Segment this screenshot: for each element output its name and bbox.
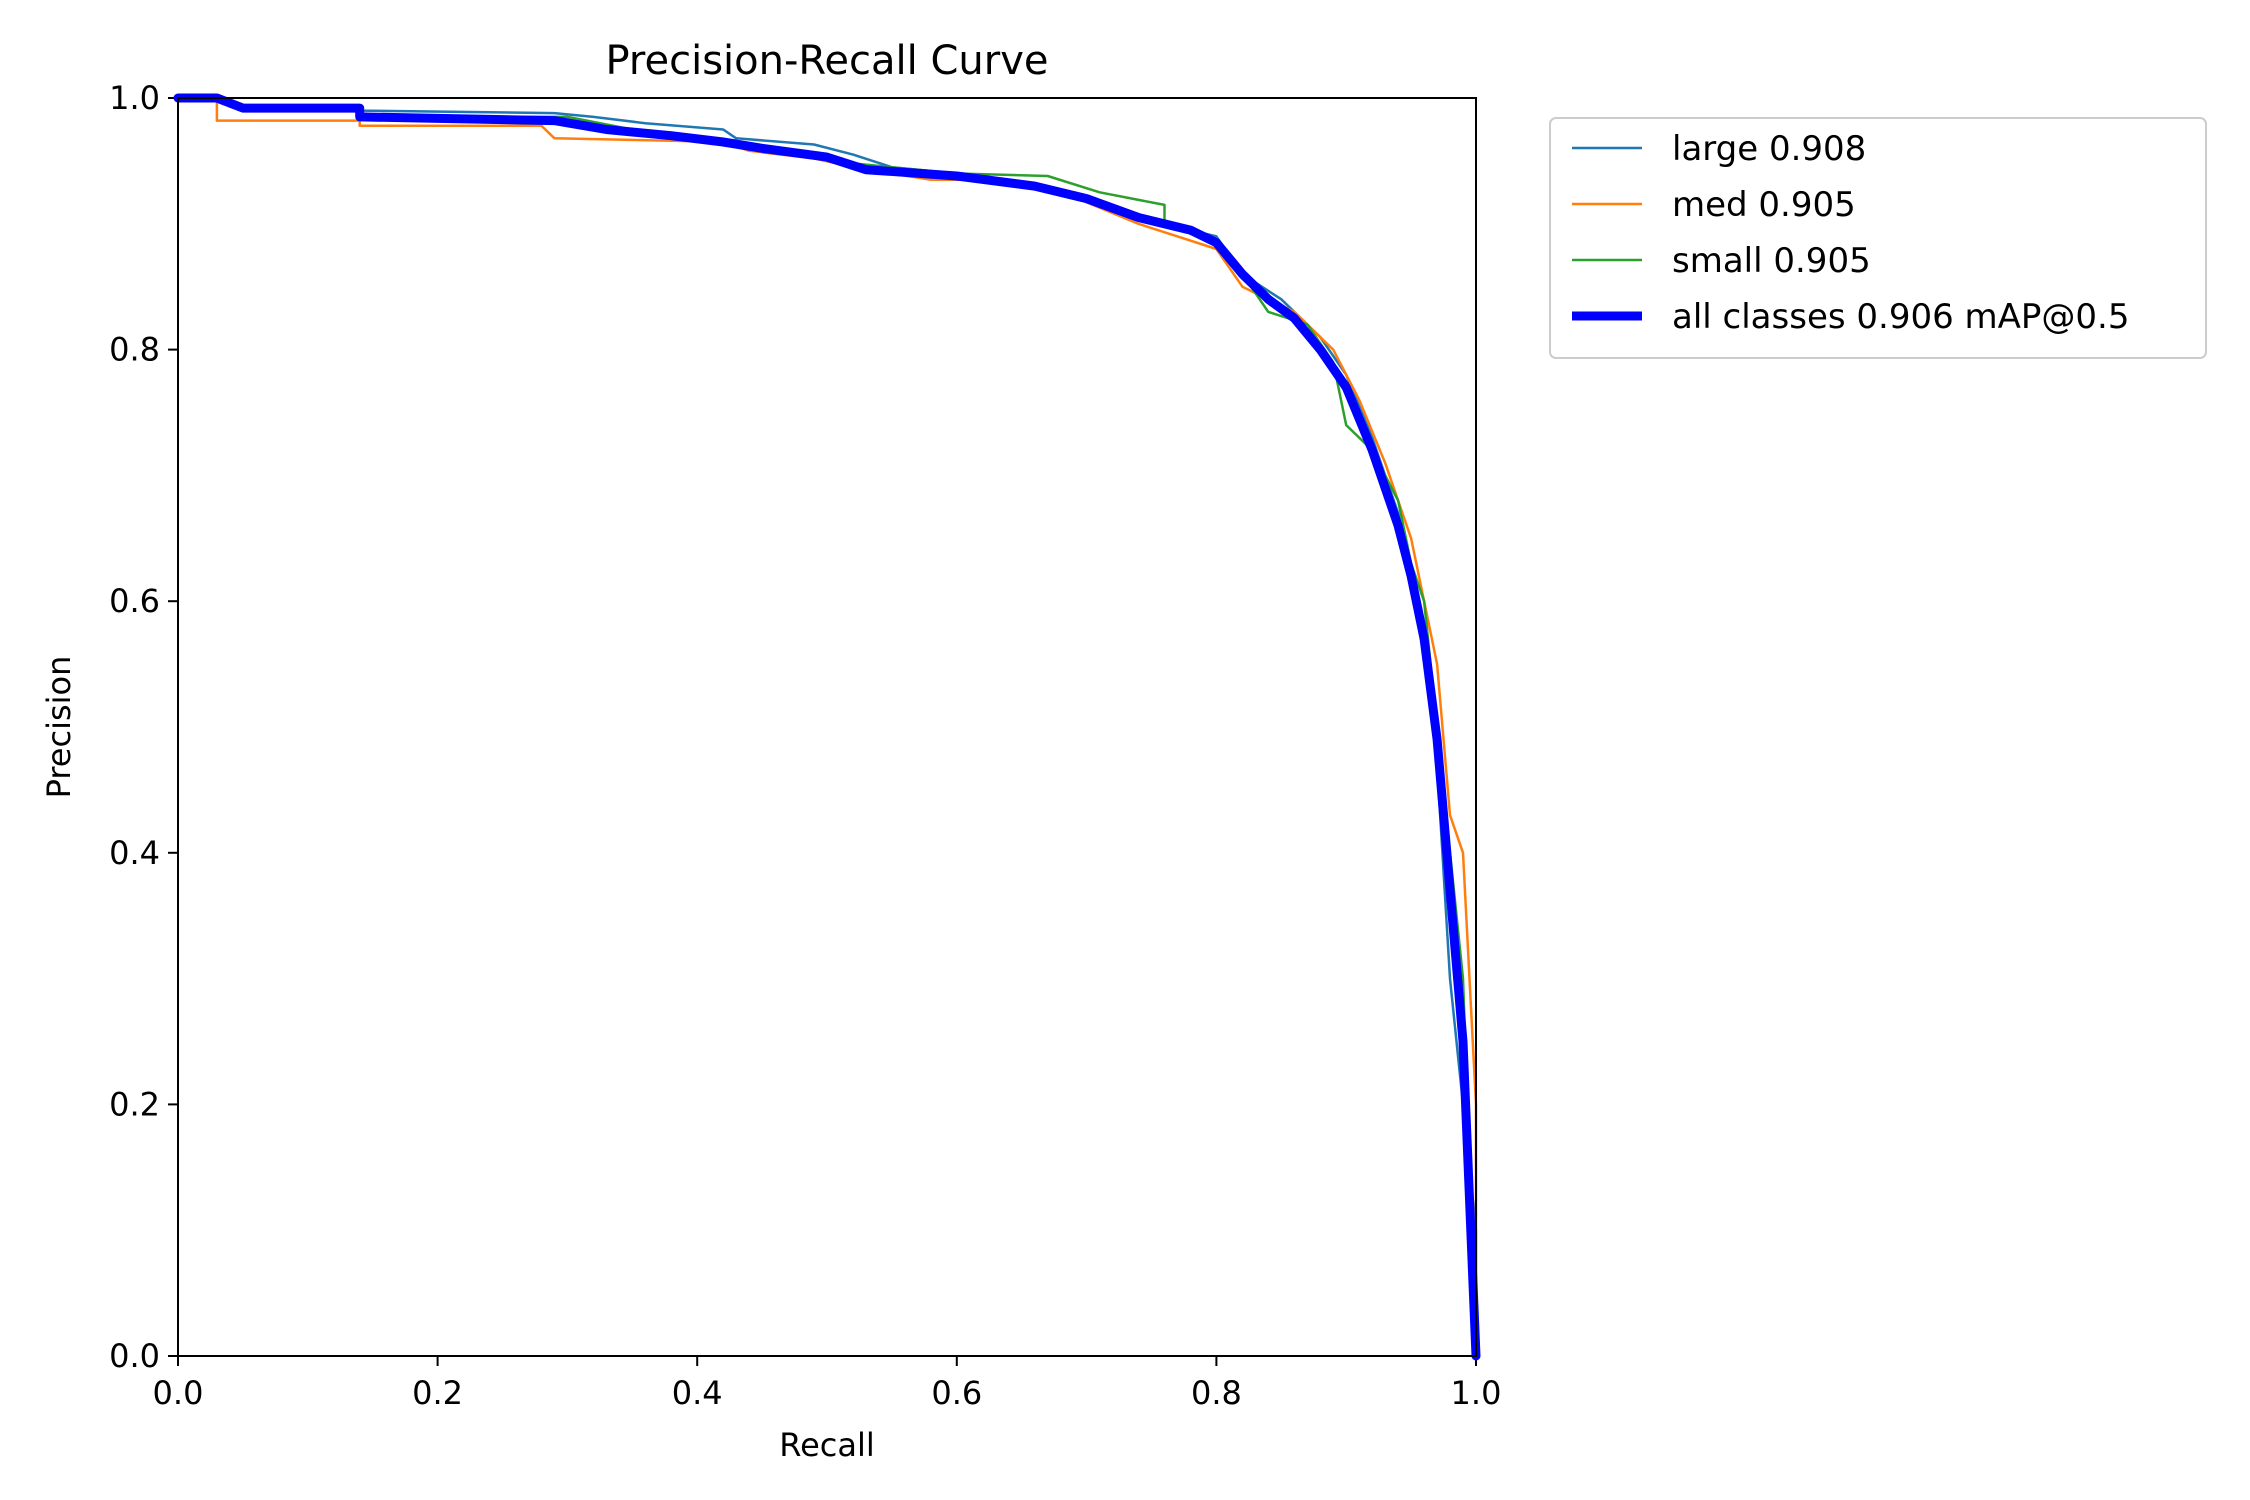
legend: large 0.908 med 0.905 small 0.905 all class… <box>1549 117 2207 359</box>
y-axis-label: Precision <box>40 656 78 799</box>
series-line-2 <box>176 96 1478 1358</box>
y-tick-label: 0.4 <box>109 834 160 872</box>
series-line-1 <box>176 96 1478 1358</box>
x-axis-ticks: 0.0 0.2 0.4 0.6 0.8 1.0 <box>153 1356 1502 1412</box>
plot-frame <box>177 97 1477 1357</box>
legend-label-1: med 0.905 <box>1672 185 1856 225</box>
legend-label-0: large 0.908 <box>1672 129 1866 169</box>
y-axis-ticks: 0.0 0.2 0.4 0.6 0.8 1.0 <box>109 79 178 1375</box>
y-tick-label: 0.2 <box>109 1085 160 1123</box>
x-axis-label: Recall <box>779 1426 874 1464</box>
y-tick-label: 0.0 <box>109 1337 160 1375</box>
x-tick-label: 0.6 <box>931 1374 982 1412</box>
legend-label-2: small 0.905 <box>1672 241 1871 281</box>
x-tick-label: 0.0 <box>153 1374 204 1412</box>
y-tick-label: 0.8 <box>109 331 160 369</box>
plot-series <box>173 93 1481 1361</box>
series-line-0 <box>176 96 1478 1358</box>
legend-box <box>1549 117 2207 359</box>
legend-label-3: all classes 0.906 mAP@0.5 <box>1672 297 2129 337</box>
x-tick-label: 0.2 <box>412 1374 463 1412</box>
chart-title: Precision-Recall Curve <box>606 38 1049 84</box>
y-tick-label: 1.0 <box>109 79 160 117</box>
series-line-3 <box>173 93 1481 1361</box>
x-tick-label: 1.0 <box>1451 1374 1502 1412</box>
y-tick-label: 0.6 <box>109 582 160 620</box>
x-tick-label: 0.8 <box>1191 1374 1242 1412</box>
x-tick-label: 0.4 <box>672 1374 723 1412</box>
